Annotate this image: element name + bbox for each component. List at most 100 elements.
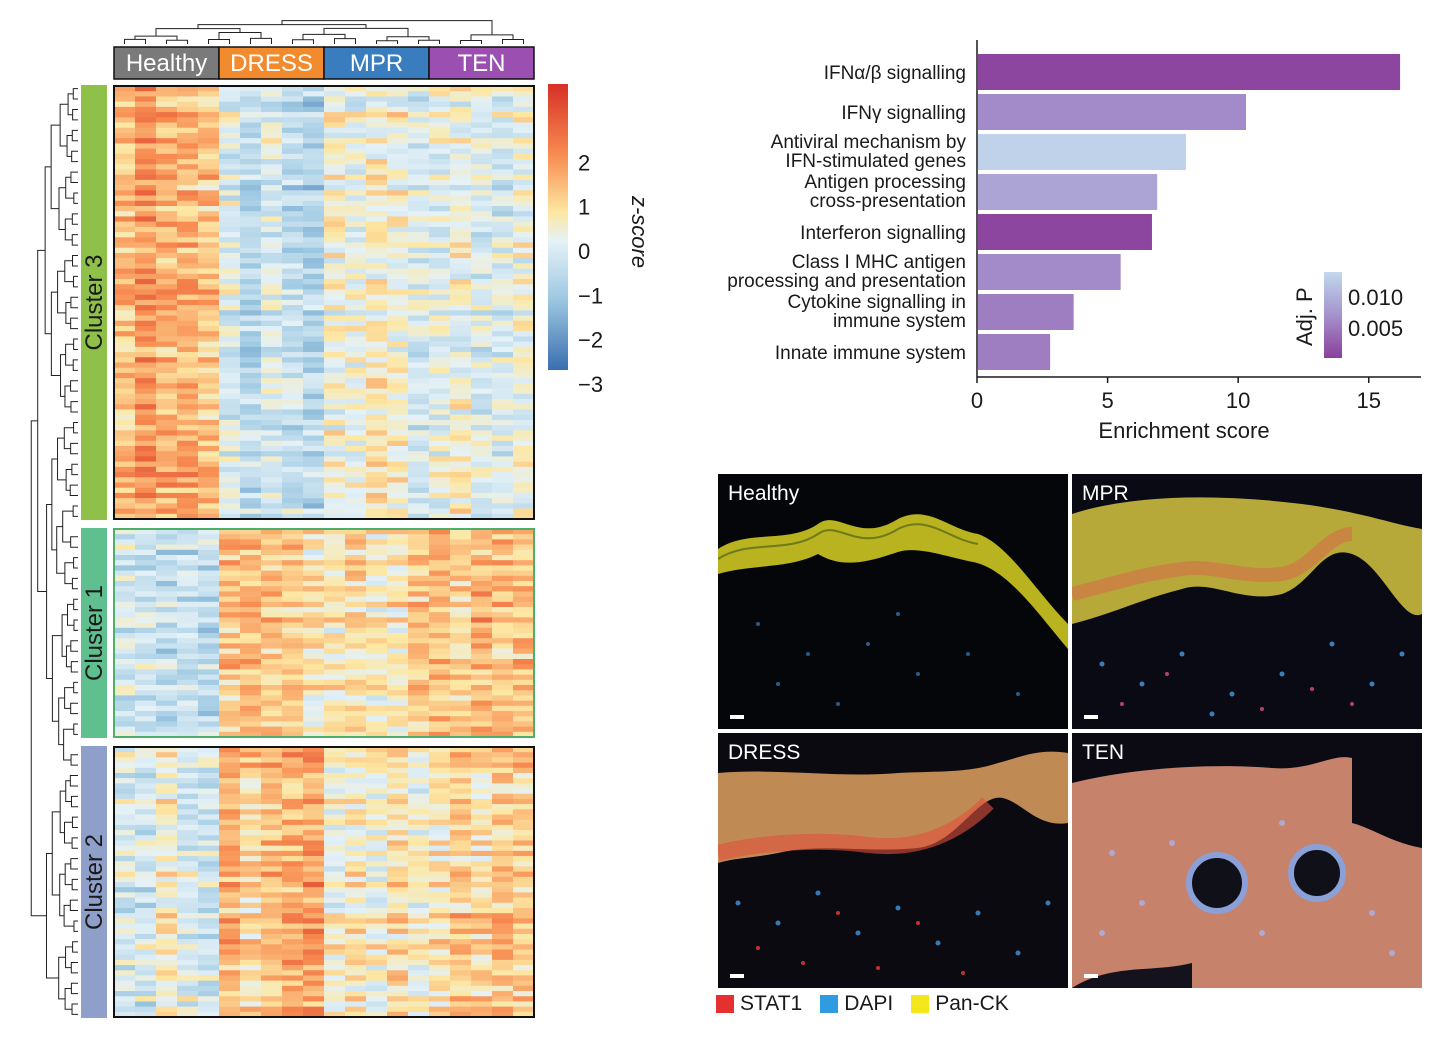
heatmap-cell [408, 549, 430, 556]
heatmap-cell [282, 195, 304, 202]
heatmap-cell [450, 996, 472, 1002]
heatmap-cell [135, 159, 157, 165]
heatmap-cell [135, 247, 157, 254]
heatmap-cell [219, 445, 241, 452]
heatmap-cell [198, 923, 220, 930]
heatmap-cell [450, 560, 472, 566]
heatmap-cell [492, 383, 514, 389]
heatmap-cell [345, 508, 367, 515]
heatmap-cell [282, 513, 304, 519]
heatmap-cell [156, 299, 178, 306]
heatmap-cell [345, 664, 367, 670]
heatmap-cell [219, 954, 241, 961]
heatmap-cell [513, 788, 534, 795]
heatmap-cell [261, 762, 283, 769]
heatmap-cell [135, 211, 157, 217]
heatmap-cell [261, 409, 283, 415]
heatmap-cell [366, 627, 388, 634]
heatmap-cell [450, 393, 472, 400]
heatmap-cell [345, 122, 367, 129]
row-dendrogram-link [51, 635, 63, 722]
heatmap-cell [114, 892, 136, 898]
heatmap-cell [513, 352, 534, 358]
row-dendrogram-link [73, 557, 78, 569]
heatmap-cell [366, 612, 388, 618]
heatmap-cell [450, 237, 472, 243]
heatmap-cell [471, 648, 493, 655]
row-dendrogram-link [44, 166, 52, 335]
heatmap-cell [303, 399, 325, 405]
heatmap-cell [324, 627, 346, 634]
heatmap-cell [387, 804, 409, 810]
heatmap-cell [408, 861, 430, 867]
heatmap-cell [303, 456, 325, 462]
heatmap-cell [156, 923, 178, 930]
heatmap-cell [324, 575, 346, 582]
heatmap-cell [366, 132, 388, 139]
heatmap-cell [324, 482, 346, 488]
heatmap-cell [429, 876, 451, 883]
heatmap-cell [492, 705, 514, 712]
heatmap-cell [303, 617, 325, 623]
heatmap-cell [471, 86, 493, 92]
heatmap-cell [240, 711, 262, 717]
heatmap-cell [282, 1001, 304, 1007]
heatmap-cell [261, 918, 283, 924]
heatmap-cell [387, 679, 409, 686]
heatmap-cell [240, 252, 262, 259]
heatmap-cell [408, 586, 430, 592]
heatmap-cell [156, 814, 178, 820]
legend-label-pan-ck: Pan-CK [935, 992, 1009, 1015]
heatmap-cell [261, 788, 283, 795]
heatmap-cell [324, 633, 346, 639]
heatmap-cell [114, 928, 136, 935]
heatmap-cell [114, 112, 136, 118]
heatmap-cell [219, 179, 241, 186]
heatmap-cell [345, 643, 367, 649]
heatmap-cell [345, 487, 367, 494]
heatmap-cell [387, 944, 409, 950]
heatmap-cell [198, 143, 220, 149]
heatmap-cell [345, 492, 367, 499]
heatmap-cell [303, 320, 325, 327]
heatmap-cell [240, 414, 262, 421]
heatmap-cell [114, 653, 136, 660]
heatmap-cell [492, 393, 514, 400]
heatmap-cell [261, 783, 283, 789]
heatmap-cell [387, 928, 409, 935]
heatmap-cell [324, 762, 346, 769]
heatmap-cell [135, 352, 157, 358]
heatmap-cell [345, 414, 367, 421]
heatmap-cell [366, 289, 388, 295]
heatmap-cell [471, 383, 493, 389]
heatmap-cell [303, 866, 325, 872]
heatmap-cell [156, 705, 178, 712]
heatmap-cell [303, 814, 325, 820]
heatmap-cell [450, 840, 472, 846]
heatmap-cell [429, 179, 451, 186]
heatmap-cell [156, 944, 178, 950]
heatmap-cell [450, 456, 472, 462]
heatmap-cell [450, 570, 472, 577]
heatmap-cell [282, 336, 304, 342]
heatmap-cell [345, 731, 367, 737]
heatmap-cell [261, 809, 283, 815]
heatmap-cell [240, 918, 262, 924]
heatmap-cell [513, 980, 534, 987]
heatmap-cell [471, 607, 493, 613]
heatmap-cell [429, 700, 451, 707]
heatmap-cell [219, 824, 241, 831]
heatmap-cell [513, 430, 534, 436]
heatmap-cell [114, 939, 136, 945]
heatmap-cell [156, 325, 178, 332]
heatmap-cell [387, 617, 409, 623]
heatmap-cell [198, 388, 220, 395]
heatmap-cell [513, 472, 534, 478]
heatmap-cell [366, 534, 388, 540]
heatmap-cell [387, 247, 409, 254]
heatmap-cell [114, 586, 136, 592]
heatmap-cell [450, 622, 472, 629]
bar-series [978, 54, 1401, 370]
heatmap-cell [135, 778, 157, 784]
heatmap-cell [156, 721, 178, 727]
